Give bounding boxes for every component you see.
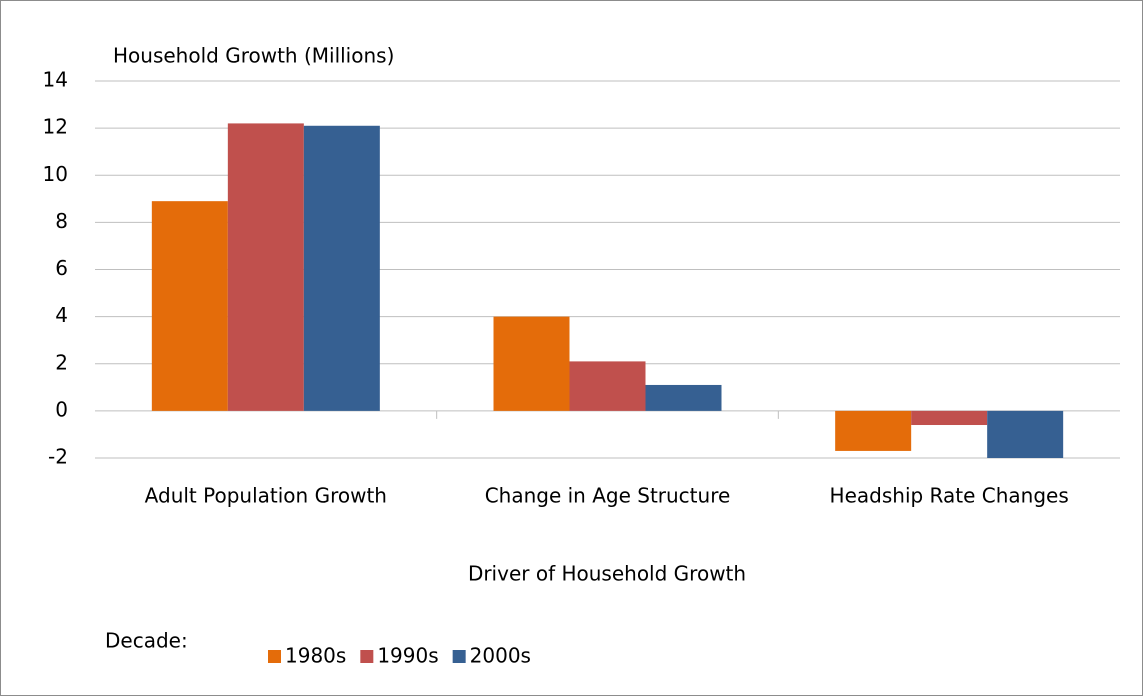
- y-tick-label: -2: [48, 445, 68, 469]
- y-axis-label: Household Growth (Millions): [113, 44, 394, 68]
- legend-swatch: [268, 650, 281, 663]
- bar: [835, 410, 912, 451]
- x-tick-label: Change in Age Structure: [485, 484, 731, 508]
- x-tick-label: Headship Rate Changes: [830, 484, 1069, 508]
- bar: [493, 316, 570, 411]
- legend-title: Decade:: [105, 629, 188, 653]
- legend-label: 1980s: [285, 644, 346, 668]
- legend-label: 2000s: [470, 644, 531, 668]
- bar: [911, 410, 988, 426]
- y-tick-label: 10: [43, 162, 68, 186]
- bar: [227, 123, 304, 411]
- legend-label: 1990s: [377, 644, 438, 668]
- y-tick-label: 0: [55, 397, 68, 421]
- bar: [645, 384, 722, 411]
- bar: [303, 125, 380, 411]
- y-tick-label: 12: [43, 115, 68, 139]
- bar: [151, 201, 228, 411]
- y-tick-label: 4: [55, 303, 68, 327]
- y-tick-label: 6: [55, 256, 68, 280]
- x-tick-label: Adult Population Growth: [145, 484, 387, 508]
- y-tick-label: 14: [43, 68, 68, 92]
- y-tick-label: 2: [55, 350, 68, 374]
- legend-swatch: [452, 650, 466, 663]
- y-tick-label: 8: [55, 209, 68, 233]
- bar: [987, 410, 1064, 458]
- x-axis-label: Driver of Household Growth: [468, 562, 746, 586]
- bar: [569, 361, 646, 411]
- legend-swatch: [360, 650, 374, 663]
